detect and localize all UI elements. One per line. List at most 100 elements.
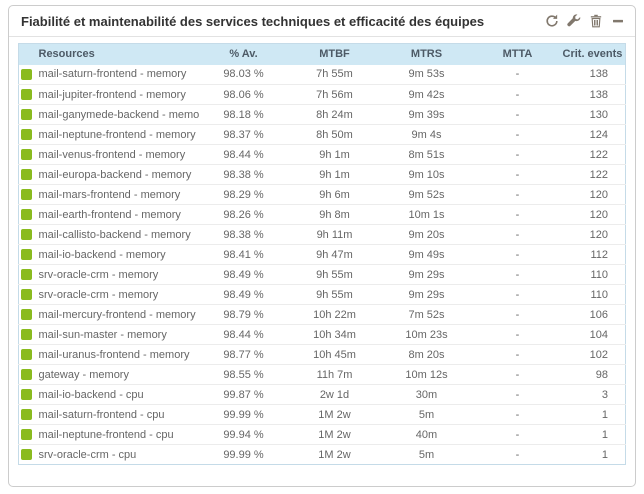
status-ok-icon [21, 309, 32, 321]
resource-name[interactable]: mail-io-backend - memory [38, 244, 199, 265]
table-header-row: Resources % Av. MTBF MTRS MTTA Crit. eve… [18, 43, 626, 65]
resource-name[interactable]: mail-earth-frontend - memory [38, 204, 199, 225]
resource-name[interactable]: srv-oracle-crm - memory [38, 284, 199, 305]
availability-value: 98.44 % [198, 324, 289, 345]
crit-events-value: 122 [562, 164, 626, 185]
mtta-value: - [472, 224, 563, 245]
table-row: mail-callisto-backend - memory 98.38 % 9h … [18, 224, 626, 245]
status-cell [18, 144, 39, 165]
status-cell [18, 124, 39, 145]
mtbf-value: 7h 55m [288, 64, 381, 85]
mtbf-value: 9h 47m [288, 244, 381, 265]
column-header-mtbf[interactable]: MTBF [288, 43, 381, 65]
resource-name[interactable]: gateway - memory [38, 364, 199, 385]
mtbf-value: 11h 7m [288, 364, 381, 385]
resource-name[interactable]: mail-saturn-frontend - memory [38, 64, 199, 85]
resource-name[interactable]: mail-mercury-frontend - memory [38, 304, 199, 325]
crit-events-value: 138 [562, 84, 626, 105]
availability-value: 98.55 % [198, 364, 289, 385]
availability-value: 99.94 % [198, 424, 289, 445]
resource-name[interactable]: mail-sun-master - memory [38, 324, 199, 345]
mtta-value: - [472, 164, 563, 185]
column-header-mtrs[interactable]: MTRS [380, 43, 473, 65]
resource-name[interactable]: mail-neptune-frontend - cpu [38, 424, 199, 445]
table-row: mail-jupiter-frontend - memory 98.06 % 7h … [18, 84, 626, 105]
status-ok-icon [21, 169, 32, 181]
resource-name[interactable]: mail-callisto-backend - memory [38, 224, 199, 245]
status-cell [18, 384, 39, 405]
refresh-icon[interactable] [544, 14, 559, 29]
table-row: srv-oracle-crm - memory 98.49 % 9h 55m 9m 2… [18, 264, 626, 285]
mtta-value: - [472, 244, 563, 265]
availability-value: 98.79 % [198, 304, 289, 325]
crit-events-value: 124 [562, 124, 626, 145]
availability-value: 99.87 % [198, 384, 289, 405]
trash-icon[interactable] [588, 14, 603, 29]
column-header-mtta[interactable]: MTTA [472, 43, 563, 65]
crit-events-value: 112 [562, 244, 626, 265]
mtbf-value: 8h 24m [288, 104, 381, 125]
table-row: mail-saturn-frontend - cpu 99.99 % 1M 2w 5m… [18, 404, 626, 425]
crit-events-value: 110 [562, 284, 626, 305]
mtbf-value: 9h 55m [288, 264, 381, 285]
resource-name[interactable]: mail-mars-frontend - memory [38, 184, 199, 205]
status-cell [18, 184, 39, 205]
resource-name[interactable]: mail-ganymede-backend - memory [38, 104, 199, 125]
table-row: gateway - memory 98.55 % 11h 7m 10m 12s -98 [18, 364, 626, 385]
resource-name[interactable]: mail-uranus-frontend - memory [38, 344, 199, 365]
mtrs-value: 7m 52s [380, 304, 473, 325]
availability-value: 98.38 % [198, 224, 289, 245]
status-ok-icon [21, 209, 32, 221]
column-header-crit-events[interactable]: Crit. events [562, 43, 626, 65]
mtbf-value: 9h 8m [288, 204, 381, 225]
status-ok-icon [21, 249, 32, 261]
resource-name[interactable]: srv-oracle-crm - cpu [38, 448, 137, 461]
mtbf-value: 1M 2w [288, 404, 381, 425]
availability-value: 98.49 % [198, 284, 289, 305]
mtbf-value: 9h 1m [288, 144, 381, 165]
mtrs-value: 9m 10s [380, 164, 473, 185]
resource-name[interactable]: mail-neptune-frontend - memory [38, 124, 199, 145]
status-ok-icon [21, 349, 32, 361]
resource-name[interactable]: mail-io-backend - cpu [38, 384, 199, 405]
crit-events-value: 1 [562, 424, 626, 445]
resource-name[interactable]: mail-jupiter-frontend - memory [38, 84, 199, 105]
status-cell [18, 244, 39, 265]
wrench-icon[interactable] [566, 14, 581, 29]
mtta-value: - [472, 284, 563, 305]
resource-name[interactable]: srv-oracle-crm - memory [38, 264, 199, 285]
availability-value: 98.49 % [198, 264, 289, 285]
status-ok-icon [21, 68, 32, 80]
column-header-availability[interactable]: % Av. [198, 43, 289, 65]
resource-name[interactable]: mail-venus-frontend - memory [38, 144, 199, 165]
table-row: srv-oracle-crm - cpu 99.99 % 1M 2w 5m - 1 [19, 445, 626, 465]
status-cell [18, 364, 39, 385]
mtta-value: - [472, 344, 563, 365]
mtta-value: - [472, 84, 563, 105]
column-header-resources[interactable]: Resources [38, 43, 199, 65]
resource-name[interactable]: mail-europa-backend - memory [38, 164, 199, 185]
widget-toolbar [544, 14, 625, 29]
mtrs-value: 40m [380, 424, 473, 445]
crit-events-value: 130 [562, 104, 626, 125]
mtrs-value: 10m 23s [380, 324, 473, 345]
crit-events-value: 122 [562, 144, 626, 165]
availability-value: 98.44 % [198, 144, 289, 165]
mtbf-value: 8h 50m [288, 124, 381, 145]
table-row: mail-io-backend - cpu 99.87 % 2w 1d 30m -3 [18, 384, 626, 405]
mtrs-value: 10m 12s [380, 364, 473, 385]
resource-name[interactable]: mail-saturn-frontend - cpu [38, 404, 199, 425]
mtta-value: - [472, 384, 563, 405]
availability-value: 98.03 % [198, 64, 289, 85]
status-ok-icon [21, 449, 32, 461]
status-cell [18, 64, 39, 85]
status-ok-icon [21, 189, 32, 201]
mtta-value: - [472, 64, 563, 85]
availability-value: 99.99 % [223, 448, 264, 461]
status-ok-icon [21, 229, 32, 241]
availability-value: 98.26 % [198, 204, 289, 225]
status-ok-icon [21, 329, 32, 341]
status-ok-icon [21, 409, 32, 421]
status-ok-icon [21, 89, 32, 101]
minus-icon[interactable] [610, 14, 625, 29]
